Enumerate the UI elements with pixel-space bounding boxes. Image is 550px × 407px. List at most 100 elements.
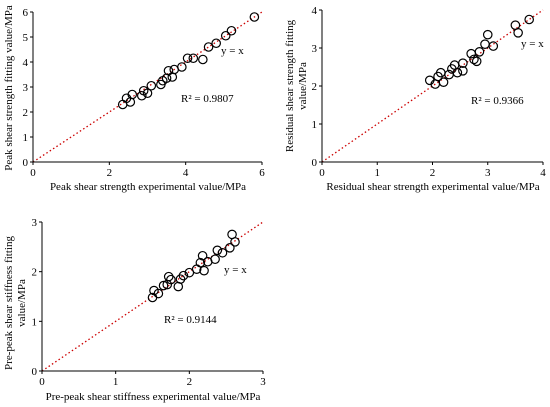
data-point [198,54,208,65]
chart-panel-prepeak-stiffness: 0 1 2 3 0 1 2 3 Pre-peak shear stiffness… [3,217,266,403]
data-point [458,58,468,68]
data-point [166,274,176,285]
data-point [452,67,463,78]
data-point [435,67,446,78]
data-point [211,38,221,49]
y-axis-title-line1: Pre-peak shear stiffness fitting [3,236,15,370]
data-point [197,250,208,261]
y-axis-title: Peak shear strength fitting value/MPa [3,5,15,171]
x-tick-label: 0 [39,376,45,388]
y-axis-title-line2: value/MPa [297,62,309,110]
x-axis-title: Residual shear strength experimental val… [326,181,539,193]
data-point [225,243,235,253]
chart-panel-peak-strength: 0 2 4 6 0 1 2 3 4 5 6 Peak shear strengt… [3,5,265,193]
y-tick-label: 2 [32,267,38,279]
y-tick-label: 3 [23,82,29,94]
data-point [230,237,240,247]
points-group [147,229,240,303]
y-tick-label: 2 [23,107,29,119]
data-point [199,265,209,276]
x-tick-label: 2 [107,167,113,179]
y-axis-title-line2: value/MPa [16,279,28,327]
data-point [127,89,138,100]
y-tick-label: 3 [312,43,318,55]
data-point [203,42,214,52]
data-point [482,29,493,40]
identity-annotation: y = x [224,264,247,276]
y-tick-label: 6 [23,7,29,19]
data-point [188,53,199,64]
data-point [153,288,164,299]
data-point [469,54,479,65]
ref-line [321,9,544,163]
ref-line [41,221,264,372]
r-squared-annotation: R² = 0.9144 [164,314,217,326]
x-tick-label: 6 [259,167,265,179]
data-point [471,56,482,67]
x-axis-title: Pre-peak shear stiffness experimental va… [46,391,261,403]
x-tick-label: 0 [30,167,36,179]
y-tick-label: 0 [32,366,38,378]
data-point [513,27,523,38]
plot-area [32,11,263,163]
data-point [488,41,499,51]
data-point [212,245,223,256]
y-tick-label: 1 [23,132,29,144]
x-tick-label: 2 [430,167,436,179]
y-axis-title-line1: Residual shear strength fitting [284,19,296,152]
plot-area [41,221,264,372]
data-point [136,90,147,101]
x-tick-labels: 0 1 2 3 4 [319,167,546,179]
data-point [226,25,237,36]
y-tick-labels: 0 1 2 3 [32,217,38,378]
data-point [142,88,153,99]
points-group [424,14,534,89]
plot-area [321,9,544,163]
r-squared-annotation: R² = 0.9366 [471,95,524,107]
data-point [474,46,485,57]
data-point [177,62,187,72]
data-point [163,65,174,76]
data-point [524,14,534,25]
data-point [217,247,228,258]
x-tick-label: 4 [540,167,546,179]
data-point [480,39,490,49]
data-point [458,66,468,76]
points-group [117,12,260,110]
x-axis-title: Peak shear strength experimental value/M… [50,181,246,193]
y-tick-label: 0 [312,157,318,169]
y-tick-label: 1 [312,119,318,131]
data-point [146,80,157,91]
x-tick-labels: 0 2 4 6 [30,167,265,179]
data-point [438,77,449,87]
y-tick-label: 2 [312,81,318,93]
data-point [249,12,260,22]
x-tick-label: 1 [113,376,119,388]
data-point [195,257,206,268]
data-point [163,271,174,282]
identity-annotation: y = x [221,45,244,57]
data-point [158,280,169,291]
data-point [210,254,220,265]
data-point [182,53,193,64]
x-tick-label: 1 [375,167,381,179]
x-tick-label: 4 [183,167,189,179]
y-tick-label: 4 [23,57,29,69]
chart-panel-residual-strength: 0 1 2 3 4 0 1 2 3 4 Residual shear stren… [284,5,546,193]
y-tick-labels: 0 1 2 3 4 [312,5,318,169]
y-tick-label: 3 [32,217,38,229]
x-tick-label: 2 [187,376,193,388]
identity-annotation: y = x [521,38,544,50]
data-point [220,30,231,41]
y-tick-label: 5 [23,32,29,44]
y-tick-label: 0 [23,157,29,169]
r-squared-annotation: R² = 0.9807 [181,93,234,105]
y-tick-label: 1 [32,316,38,328]
data-point [178,270,189,281]
x-tick-label: 3 [260,376,266,388]
y-tick-label: 4 [312,5,318,17]
y-tick-labels: 0 1 2 3 4 5 6 [23,7,29,169]
x-tick-label: 0 [319,167,325,179]
x-tick-labels: 0 1 2 3 [39,376,266,388]
